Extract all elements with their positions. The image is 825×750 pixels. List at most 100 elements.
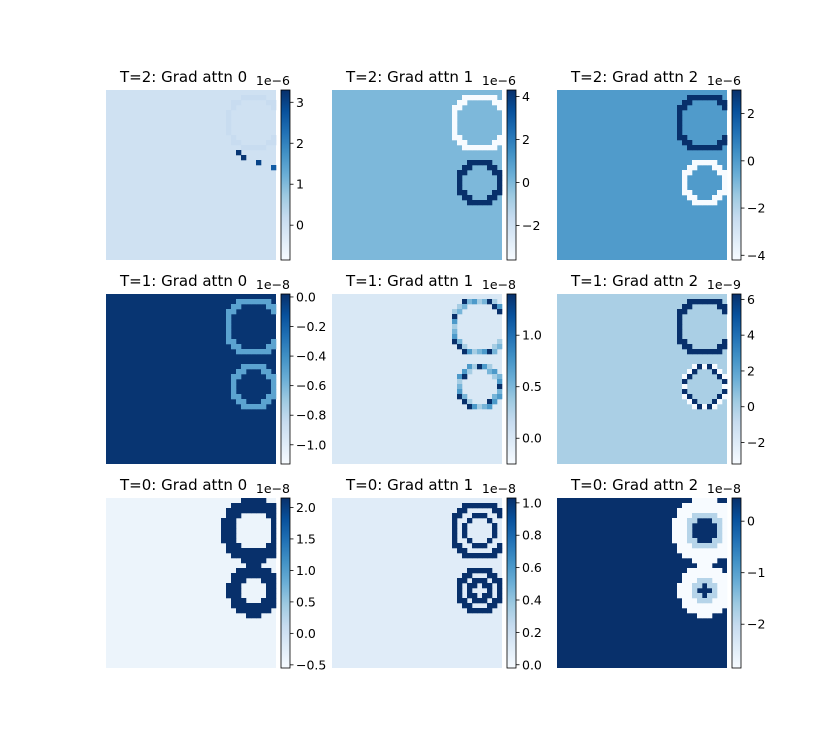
panel-title: T=2: Grad attn 1	[345, 68, 473, 86]
heatmap-cell	[477, 598, 483, 604]
heatmap-cell	[687, 593, 693, 599]
heatmap-cell	[226, 518, 232, 524]
heatmap-cell	[482, 145, 488, 151]
heatmap-cell	[707, 593, 713, 599]
heatmap-cell	[266, 543, 272, 549]
heatmap-cell	[687, 608, 693, 614]
heatmap-cell	[226, 115, 232, 121]
heatmap-cell	[236, 299, 242, 305]
heatmap-cell	[477, 513, 483, 519]
heatmap-cell	[472, 578, 478, 584]
heatmap-cell	[702, 598, 708, 604]
heatmap-cell	[687, 583, 693, 589]
heatmap-cell	[261, 578, 267, 584]
heatmap-cell	[717, 533, 723, 539]
heatmap-cell	[452, 523, 458, 529]
heatmap-cell	[256, 553, 262, 559]
heatmap-cell	[271, 508, 277, 514]
colorbar-offset-label: 1e−8	[256, 481, 290, 496]
heatmap-cell	[472, 608, 478, 614]
heatmap-cell	[682, 543, 688, 549]
heatmap-cell	[271, 140, 277, 146]
heatmap-cell	[226, 533, 232, 539]
heatmap-cell	[717, 394, 723, 400]
heatmap-cell	[452, 339, 458, 345]
heatmap-cell	[672, 518, 678, 524]
colorbar-tick-label: −2	[522, 218, 540, 233]
heatmap-cell	[692, 518, 698, 524]
heatmap-cell	[236, 503, 242, 509]
heatmap-cell	[251, 603, 257, 609]
colorbar-tick-label: 2	[747, 106, 755, 121]
heatmap-cell	[692, 578, 698, 584]
heatmap-cell	[477, 160, 483, 166]
heatmap-cell	[717, 588, 723, 594]
heatmap-cell	[261, 508, 267, 514]
heatmap-cell	[717, 603, 723, 609]
heatmap-background	[106, 498, 276, 668]
heatmap-cell	[722, 394, 728, 400]
colorbar	[281, 90, 290, 260]
heatmap-cell	[246, 573, 252, 579]
heatmap-cell	[722, 389, 728, 395]
heatmap-cell	[236, 349, 242, 355]
heatmap-cell	[462, 195, 468, 201]
heatmap-cell	[687, 573, 693, 579]
heatmap-cell	[717, 578, 723, 584]
heatmap-cell	[697, 553, 703, 559]
heatmap-cell	[226, 543, 232, 549]
heatmap-cell	[697, 543, 703, 549]
heatmap-cell	[717, 369, 723, 375]
heatmap-cell	[492, 140, 498, 146]
heatmap-cell	[266, 299, 272, 305]
heatmap-cell	[722, 518, 728, 524]
heatmap-cell	[492, 508, 498, 514]
heatmap-cell	[241, 404, 247, 410]
heatmap-cell	[256, 608, 262, 614]
heatmap-cell	[251, 508, 257, 514]
heatmap-cell	[707, 145, 713, 151]
colorbar-tick-label: 0	[522, 175, 530, 190]
colorbar	[507, 294, 516, 464]
heatmap-cell	[492, 100, 498, 106]
heatmap-cell	[702, 160, 708, 166]
heatmap-cell	[682, 538, 688, 544]
heatmap-cell	[241, 369, 247, 375]
heatmap-cell	[487, 364, 493, 370]
colorbar-tick-label: 0.5	[522, 379, 542, 394]
heatmap-cell	[472, 553, 478, 559]
heatmap-cell	[266, 399, 272, 405]
heatmap-cell	[682, 508, 688, 514]
colorbar-offset-label: 1e−8	[482, 481, 516, 496]
heatmap-cell	[231, 603, 237, 609]
heatmap-cell	[472, 349, 478, 355]
heatmap-cell	[251, 573, 257, 579]
colorbar-tick-label: 4	[747, 328, 755, 343]
heatmap-cell	[497, 135, 503, 141]
heatmap-cell	[682, 523, 688, 529]
colorbar-tick-label: 0.4	[522, 593, 542, 608]
heatmap-cell	[477, 299, 483, 305]
heatmap-cell	[271, 548, 277, 554]
heatmap-cell	[256, 503, 262, 509]
heatmap-cell	[271, 394, 277, 400]
heatmap-cell	[467, 369, 473, 375]
heatmap-cell	[236, 140, 242, 146]
heatmap-cell	[266, 573, 272, 579]
heatmap-cell	[687, 513, 693, 519]
heatmap-cell	[497, 374, 503, 380]
heatmap-cell	[226, 334, 232, 340]
heatmap-cell	[707, 508, 713, 514]
heatmap-cell	[256, 349, 262, 355]
heatmap-cell	[266, 608, 272, 614]
heatmap-cell	[687, 598, 693, 604]
heatmap-cell	[702, 543, 708, 549]
heatmap-cell	[226, 314, 232, 320]
heatmap-cell	[492, 578, 498, 584]
heatmap-cell	[677, 339, 683, 345]
heatmap-cell	[702, 498, 708, 504]
heatmap-cell	[487, 588, 493, 594]
heatmap-cell	[246, 508, 252, 514]
heatmap-cell	[687, 518, 693, 524]
heatmap-cell	[702, 508, 708, 514]
